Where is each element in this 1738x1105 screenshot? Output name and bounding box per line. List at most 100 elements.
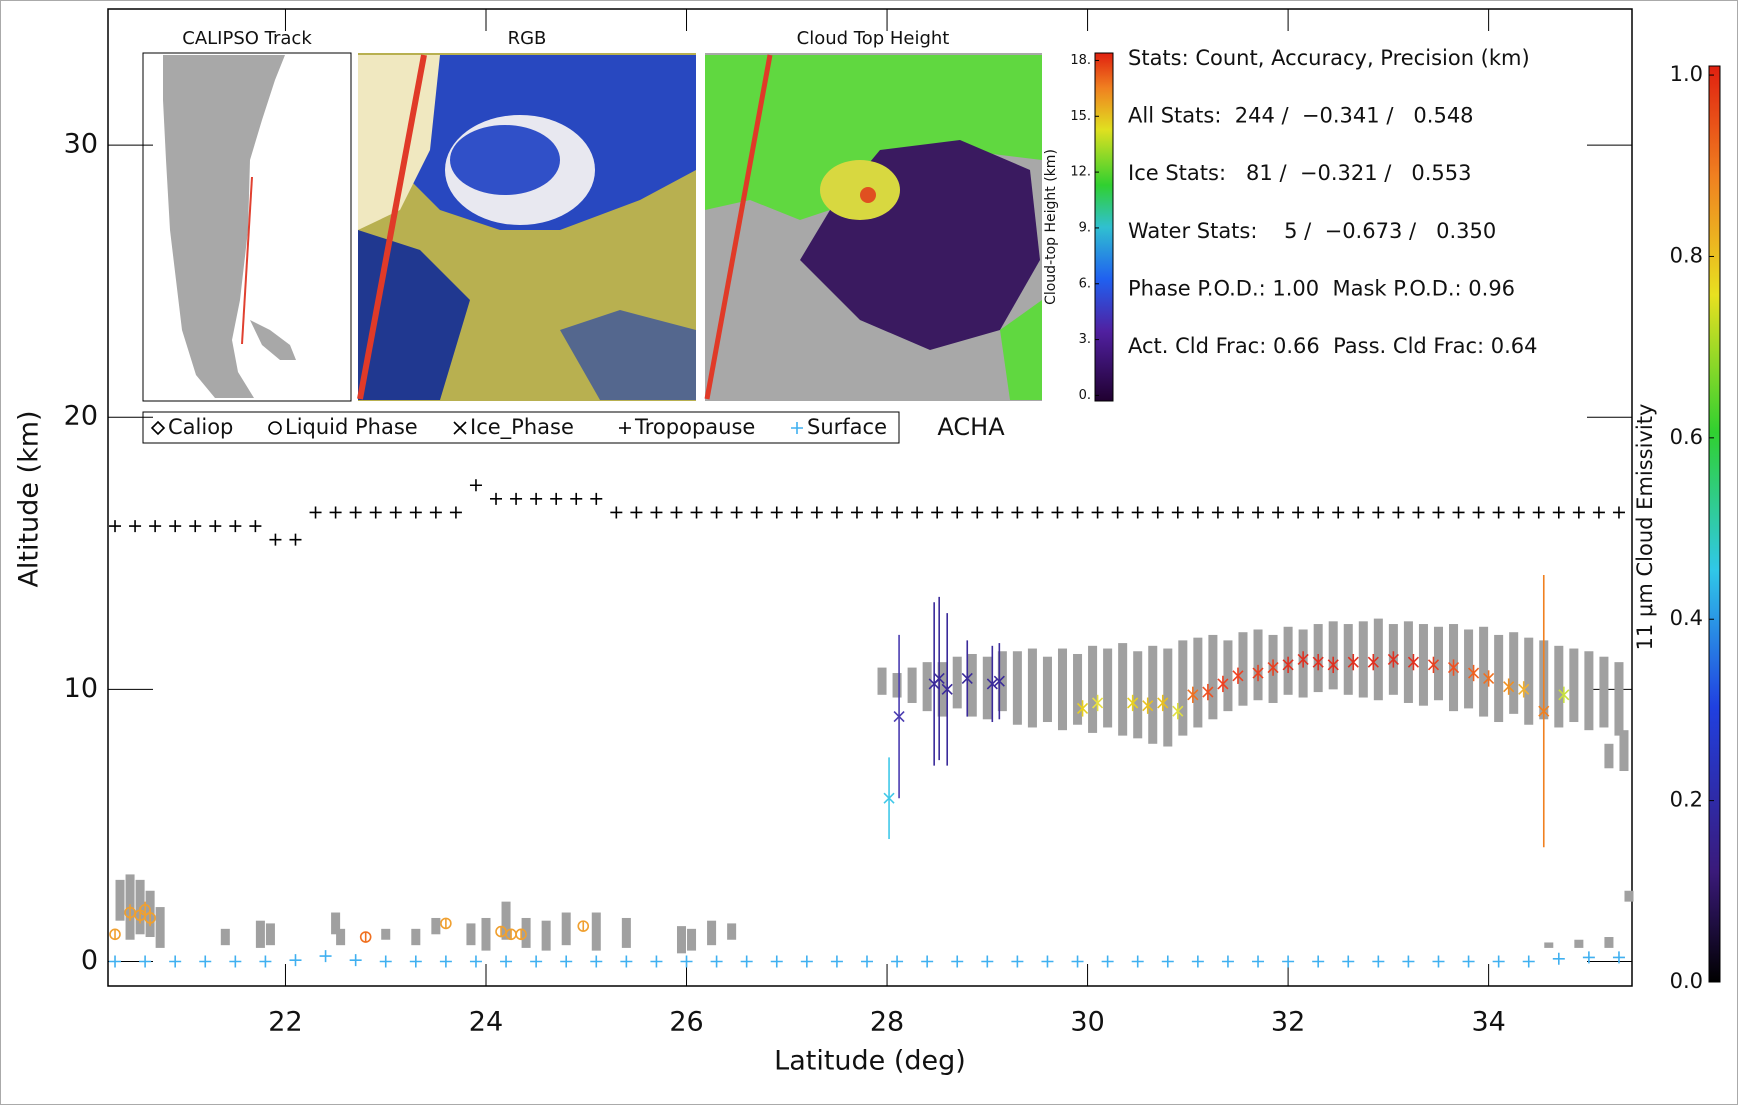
cloud-layer: [115, 879, 125, 921]
calipso-track-inset: [142, 52, 352, 402]
plot-frame: [107, 8, 1633, 987]
x-tick-label: 28: [870, 1007, 904, 1038]
data-point: [1327, 659, 1339, 671]
data-point: [349, 954, 362, 967]
cloud-layer: [411, 928, 421, 946]
data-point: [1522, 955, 1535, 968]
data-point: [1292, 506, 1305, 519]
data-point: [1051, 506, 1064, 519]
data-point: [1372, 955, 1385, 968]
data-point: [710, 506, 723, 519]
cloud-layer: [687, 928, 697, 951]
data-point: [1091, 506, 1104, 519]
legend-label: Surface: [807, 415, 887, 439]
colorbar-tick-label: 0.8: [1670, 243, 1703, 267]
colorbar-tick-label: 0.6: [1670, 425, 1703, 449]
data-point: [1472, 506, 1485, 519]
data-point: [1076, 702, 1089, 714]
colorbar-tick-label: 0.2: [1670, 788, 1703, 812]
data-point: [883, 792, 895, 804]
data-point: [109, 520, 122, 533]
cloud-layer: [1433, 626, 1444, 701]
data-point: [1342, 955, 1355, 968]
cloud-layer: [1133, 651, 1143, 739]
data-point: [893, 711, 905, 723]
data-point: [144, 912, 156, 924]
data-point: [1612, 951, 1625, 964]
data-point: [971, 506, 984, 519]
data-point: [1172, 705, 1184, 717]
colorbar-tick-label: 0.0: [1670, 969, 1703, 993]
data-point: [1151, 506, 1164, 519]
data-point: [1332, 506, 1345, 519]
data-point: [1231, 506, 1244, 519]
data-point: [1252, 667, 1264, 679]
data-point: [670, 506, 683, 519]
data-point: [1538, 705, 1550, 717]
data-point: [1252, 955, 1265, 968]
data-point: [409, 506, 422, 519]
data-point: [249, 520, 262, 533]
inset-colorbar-tick-label: 0.: [1079, 388, 1091, 403]
data-point: [710, 955, 723, 968]
cloud-layer: [1373, 618, 1383, 701]
cloud-top-height-inset: [704, 53, 1042, 401]
data-point: [951, 955, 964, 968]
cloud-layer: [1358, 621, 1368, 698]
data-point: [1041, 955, 1054, 968]
colorbar-tick-label: 1.0: [1670, 62, 1703, 86]
cloud-layer: [967, 653, 977, 717]
data-point: [1572, 506, 1585, 519]
data-point: [109, 955, 122, 968]
cloud-layer: [1178, 640, 1188, 736]
legend-symbol: [150, 420, 166, 436]
legend-symbol: [453, 421, 467, 435]
data-point: [289, 954, 302, 967]
data-point: [560, 955, 573, 968]
cloud-layer: [561, 912, 571, 946]
data-point: [1127, 697, 1139, 709]
y-tick-label: 0: [81, 945, 98, 976]
data-point: [800, 955, 813, 968]
cloud-layer: [431, 917, 441, 935]
data-point: [1432, 955, 1445, 968]
data-point: [570, 492, 583, 505]
data-point: [830, 506, 843, 519]
data-point: [1312, 955, 1325, 968]
data-point: [1552, 506, 1565, 519]
cloud-layer: [676, 926, 687, 954]
cloud-layer: [877, 667, 887, 695]
data-point: [1558, 689, 1570, 701]
data-point: [169, 955, 182, 968]
data-point: [189, 520, 202, 533]
data-point: [1272, 506, 1285, 519]
stats-line: Stats: Count, Accuracy, Precision (km): [1128, 46, 1530, 70]
data-point: [129, 520, 142, 533]
cloud-layer: [1343, 624, 1353, 695]
data-point: [1372, 506, 1385, 519]
data-point: [1131, 955, 1144, 968]
data-point: [690, 506, 703, 519]
cloud-layer: [591, 912, 601, 951]
cloud-layer: [1509, 632, 1519, 714]
inset-colorbar-tick-label: 15.: [1070, 109, 1091, 124]
data-point: [1101, 955, 1114, 968]
y-tick-label: 30: [64, 129, 98, 160]
data-point: [650, 506, 663, 519]
data-point: [1492, 955, 1505, 968]
cloud-layer: [922, 662, 932, 712]
data-point: [680, 955, 693, 968]
data-point: [590, 492, 603, 505]
cloud-layer: [1193, 637, 1203, 728]
data-point: [1191, 955, 1204, 968]
data-point: [1468, 667, 1480, 679]
data-point: [449, 506, 462, 519]
data-point: [379, 955, 392, 968]
colorbar-label: 11 μm Cloud Emissivity: [1633, 404, 1657, 651]
data-point: [1532, 506, 1545, 519]
cloud-layer: [727, 923, 737, 940]
data-point: [139, 904, 151, 916]
inset-colorbar-tick-label: 3.: [1079, 332, 1091, 347]
x-tick-label: 26: [669, 1007, 703, 1038]
data-point: [770, 506, 783, 519]
